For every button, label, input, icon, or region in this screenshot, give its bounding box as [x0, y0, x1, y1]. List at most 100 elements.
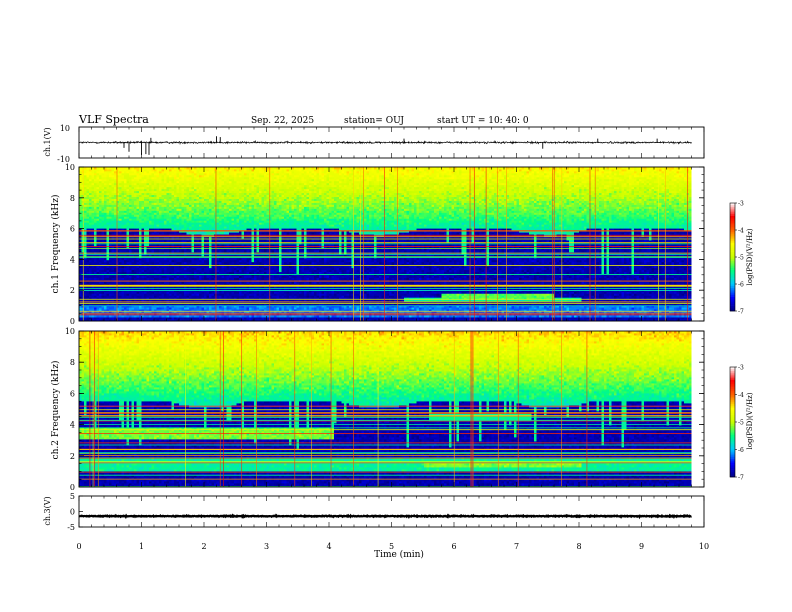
ch1-spec-cell [129, 186, 132, 190]
ch1-spec-cell [94, 263, 97, 267]
ch1-spec-cell [136, 313, 140, 316]
ch1-spec-cell [86, 259, 90, 263]
ch1-spec-cell [161, 214, 165, 217]
ch1-spec-cell [121, 210, 125, 213]
ch1-spec-cell [109, 190, 112, 194]
ch1-spec-cell [101, 242, 105, 245]
ch1-spec-cell [126, 291, 130, 294]
ch1-spec-cell [129, 299, 132, 302]
ch1-spec-cell [79, 291, 82, 294]
ch1-spec-cell [151, 261, 155, 265]
ch1-spec-cell [134, 236, 137, 239]
ch1-spec-cell [86, 184, 90, 188]
ch1-spec-cell [89, 291, 92, 294]
ch1-spec-cell [144, 277, 147, 280]
ch1-spec-cell [109, 301, 112, 304]
ch1-spec-cell [151, 196, 155, 199]
ch1-spec-cell [104, 236, 107, 239]
ch1-spec-cell [109, 244, 112, 247]
ch1-spec-cell [86, 240, 90, 243]
ch1-spec-cell [121, 196, 125, 199]
ch1-spec-cell [149, 301, 152, 304]
ch1-spec-cell [106, 198, 110, 201]
ch1-spec-cell [94, 297, 97, 300]
ch1-spec-cell [104, 222, 107, 225]
ch1-spec-cell [116, 253, 120, 257]
ch1-spec-cell [124, 228, 127, 231]
ch1-spec-cell [106, 202, 110, 205]
ch1-spec-cell [136, 194, 140, 198]
ch1-spec-cell [161, 232, 165, 235]
ch1-spec-cell [156, 283, 160, 286]
ch1-spec-cell [144, 317, 147, 320]
ch1-spec-cell [89, 257, 92, 261]
ch1-spec-cell [84, 190, 87, 194]
ch1-spec-cell [94, 202, 97, 205]
ch1-spec-cell [94, 299, 97, 302]
ch1-spec-cell [99, 275, 102, 278]
ch1-spec-cell [151, 228, 155, 231]
ch1-spec-cell [109, 182, 112, 186]
ch1-spec-cell [131, 190, 135, 194]
ch1-spec-cell [79, 313, 82, 316]
ch1-spec-cell [161, 293, 165, 296]
ch1-spec-cell [151, 218, 155, 221]
ch1-spec-cell [131, 253, 135, 257]
ch1-spec-cell [139, 182, 142, 186]
ch1-spec-cell [94, 192, 97, 196]
ch1-spec-cell [159, 291, 162, 294]
ch1-spec-cell [104, 245, 107, 249]
ch1-spec-cell [121, 281, 125, 284]
ch1-spec-cell [154, 184, 157, 188]
ch1-spec-cell [126, 200, 130, 203]
ch1-spec-cell [86, 178, 90, 182]
ch1-spec-cell [104, 307, 107, 310]
ch1-spec-cell [129, 309, 132, 312]
ch1-spec-cell [136, 253, 140, 257]
ch1-spec-cell [119, 269, 122, 273]
ch1-spec-cell [144, 261, 147, 265]
ch1-spec-cell [131, 192, 135, 196]
ch1-spec-cell [89, 249, 92, 253]
ch1-spec-cell [131, 285, 135, 288]
ch1-spec-cell [114, 311, 117, 314]
ch2-spec-ylabel: ch.2 Frequency (kHz) [50, 361, 61, 460]
ch1-spec-cell [104, 226, 107, 229]
ch1-spec-cell [86, 319, 90, 322]
ch1-spec-cell [111, 311, 115, 314]
ch1-spec-cell [129, 305, 132, 308]
ch1-spec-cell [134, 210, 137, 213]
ch1-spec-cell [84, 277, 87, 280]
ch1-spec-cell [126, 210, 130, 213]
ch1-spec-cell [136, 293, 140, 296]
ch1-spec-cell [149, 283, 152, 286]
ch1-spec-cell [91, 249, 95, 253]
ch1-spec-cell [101, 174, 105, 178]
ch1-spec-cell [136, 220, 140, 223]
ch1-spec-cell [149, 257, 152, 261]
ch1-spec-cell [161, 317, 165, 320]
ch1-spec-cell [139, 263, 142, 267]
ch1-spec-cell [136, 291, 140, 294]
ch1-spec-cell [136, 174, 140, 178]
ch1-spec-cell [109, 170, 112, 174]
ch1-spec-cell [79, 216, 82, 219]
ch1-spec-cell [139, 285, 142, 288]
ch1-spec-cell [106, 180, 110, 184]
ch1-spec-cell [161, 281, 165, 284]
ch1-spec-cell [96, 309, 100, 312]
ch1-spec-cell [109, 311, 112, 314]
ch1-spec-cell [141, 236, 145, 239]
ch1-spec-cell [156, 208, 160, 211]
ch1-spec-cell [146, 184, 150, 188]
ch1-spec-cell [84, 281, 87, 284]
ch1-spec-cell [111, 218, 115, 221]
ch1-spec-cell [131, 303, 135, 306]
ch1-spec-cell [124, 226, 127, 229]
ch1-spec-cell [106, 305, 110, 308]
ch1-spec-cell [104, 317, 107, 320]
ch1-spec-cell [84, 244, 87, 247]
ch1-spec-cell [161, 265, 165, 269]
ch1-spec-cell [109, 283, 112, 286]
ch1-spec-cell [154, 236, 157, 239]
